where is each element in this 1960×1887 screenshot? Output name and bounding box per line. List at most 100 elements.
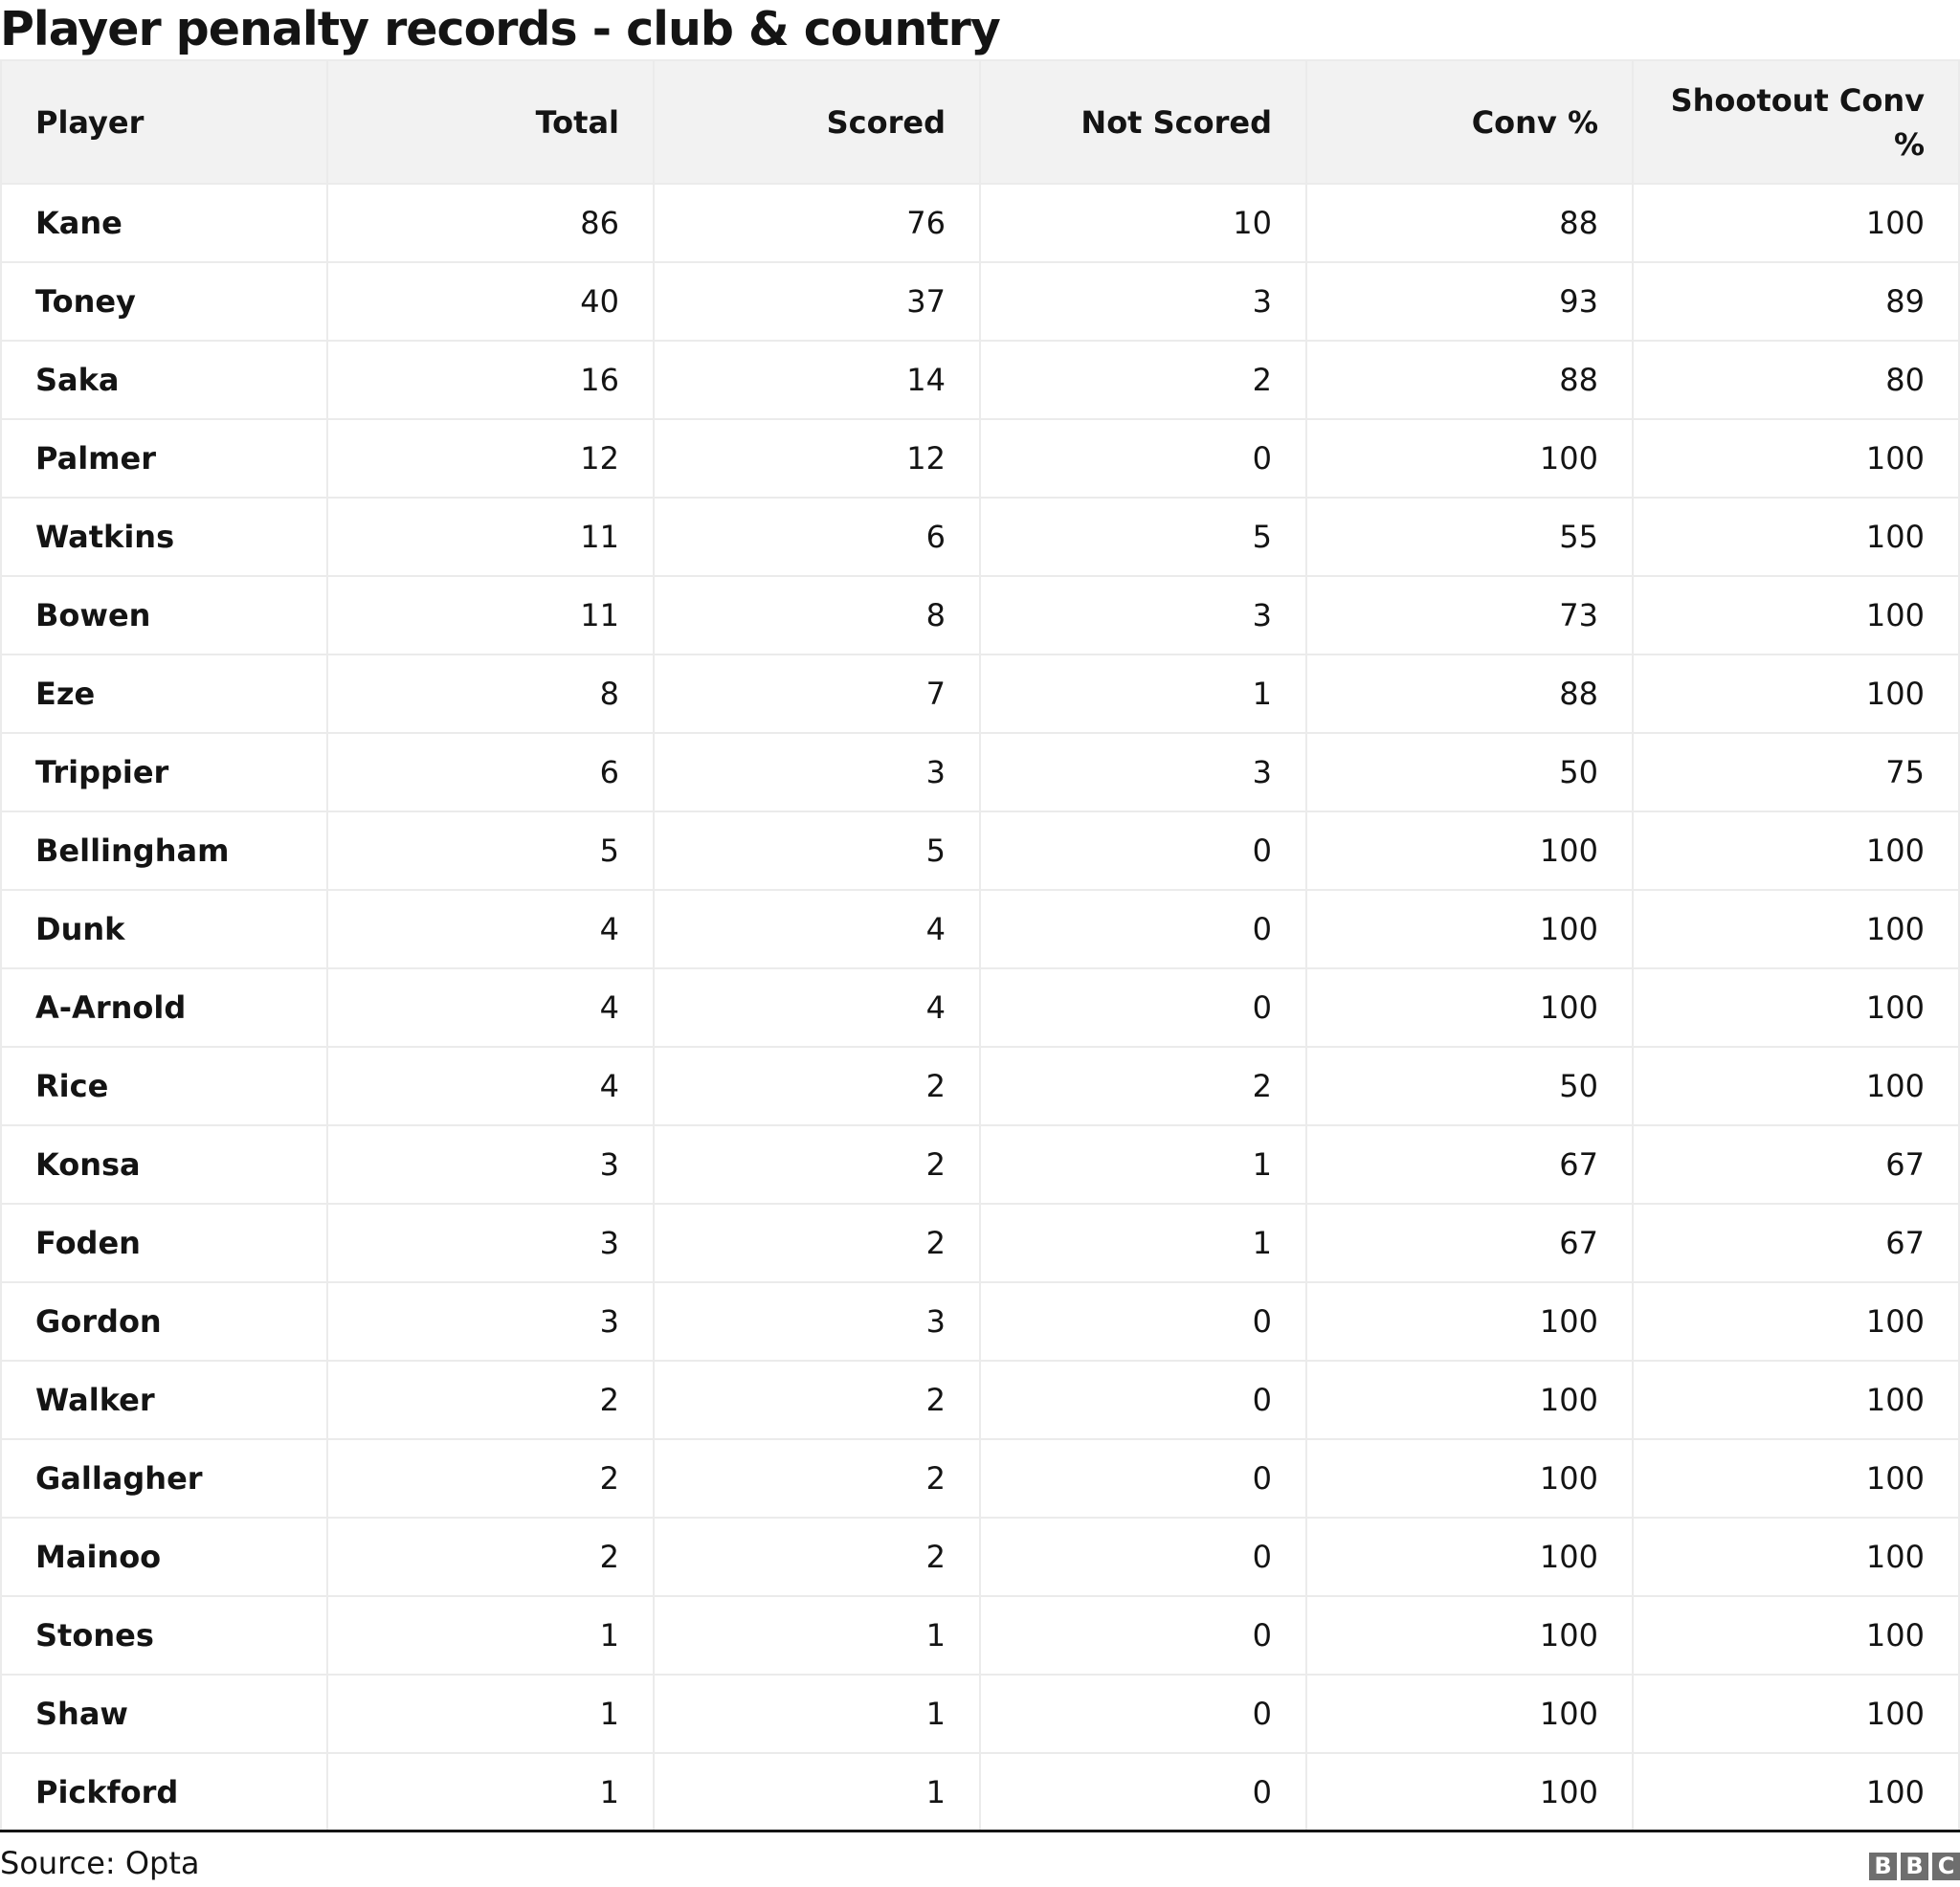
value-cell: 2 [979,340,1307,420]
divider [0,1830,1960,1832]
value-cell: 100 [1632,810,1960,891]
player-name-cell: Foden [0,1203,328,1283]
value-cell: 2 [653,1438,981,1519]
value-cell: 11 [326,575,655,655]
value-cell: 0 [979,967,1307,1048]
value-cell: 4 [653,889,981,969]
value-cell: 1 [326,1595,655,1676]
table-row: A-Arnold 4 4 0 100 100 [0,967,1960,1048]
table-row: Bowen 11 8 3 73 100 [0,575,1960,655]
player-name-cell: Bowen [0,575,328,655]
value-cell: 3 [326,1203,655,1283]
player-name-cell: Toney [0,261,328,342]
value-cell: 0 [979,1360,1307,1440]
table-row: Walker 2 2 0 100 100 [0,1360,1960,1440]
value-cell: 2 [653,1517,981,1597]
source-note: Source: Opta [0,1845,200,1881]
player-name-cell: Eze [0,654,328,734]
player-name-cell: Bellingham [0,810,328,891]
value-cell: 12 [326,418,655,499]
value-cell: 100 [1632,1046,1960,1126]
value-cell: 0 [979,418,1307,499]
value-cell: 100 [1305,1360,1634,1440]
value-cell: 14 [653,340,981,420]
value-cell: 100 [1305,1752,1634,1832]
value-cell: 1 [653,1674,981,1754]
value-cell: 2 [326,1360,655,1440]
player-name-cell: Saka [0,340,328,420]
value-cell: 0 [979,1674,1307,1754]
value-cell: 5 [979,497,1307,577]
table-row: Gordon 3 3 0 100 100 [0,1281,1960,1362]
value-cell: 67 [1632,1124,1960,1205]
column-header: Scored [653,59,981,185]
table-row: Rice 4 2 2 50 100 [0,1046,1960,1126]
player-name-cell: Konsa [0,1124,328,1205]
value-cell: 1 [326,1752,655,1832]
player-name-cell: Mainoo [0,1517,328,1597]
table-body: Kane 86 76 10 88 100 Toney 40 37 3 93 89 Saka 16 14 2 88… [0,183,1960,1832]
value-cell: 50 [1305,1046,1634,1126]
value-cell: 5 [326,810,655,891]
table-row: Bellingham 5 5 0 100 100 [0,810,1960,891]
value-cell: 100 [1305,418,1634,499]
value-cell: 100 [1632,1281,1960,1362]
value-cell: 0 [979,1281,1307,1362]
value-cell: 0 [979,1438,1307,1519]
table-row: Watkins 11 6 5 55 100 [0,497,1960,577]
value-cell: 100 [1305,810,1634,891]
value-cell: 3 [653,1281,981,1362]
bbc-logo-letter: B [1901,1853,1928,1880]
value-cell: 3 [326,1124,655,1205]
value-cell: 2 [326,1438,655,1519]
value-cell: 1 [653,1595,981,1676]
bbc-logo-letter: B [1869,1853,1897,1880]
value-cell: 100 [1305,1595,1634,1676]
value-cell: 6 [653,497,981,577]
value-cell: 11 [326,497,655,577]
table-row: Eze 8 7 1 88 100 [0,654,1960,734]
value-cell: 80 [1632,340,1960,420]
value-cell: 8 [653,575,981,655]
column-header: Conv % [1305,59,1634,185]
value-cell: 2 [653,1046,981,1126]
value-cell: 3 [979,575,1307,655]
value-cell: 12 [653,418,981,499]
bbc-logo: B B C [1869,1853,1960,1880]
value-cell: 1 [979,654,1307,734]
value-cell: 3 [653,732,981,812]
table-row: Saka 16 14 2 88 80 [0,340,1960,420]
player-name-cell: Gordon [0,1281,328,1362]
value-cell: 16 [326,340,655,420]
player-name-cell: Gallagher [0,1438,328,1519]
value-cell: 100 [1632,497,1960,577]
value-cell: 2 [326,1517,655,1597]
value-cell: 0 [979,1517,1307,1597]
value-cell: 4 [326,889,655,969]
player-name-cell: Rice [0,1046,328,1126]
value-cell: 1 [979,1124,1307,1205]
value-cell: 100 [1632,418,1960,499]
value-cell: 100 [1632,1674,1960,1754]
value-cell: 0 [979,889,1307,969]
value-cell: 100 [1305,1517,1634,1597]
value-cell: 73 [1305,575,1634,655]
bbc-logo-letter: C [1932,1853,1960,1880]
value-cell: 100 [1305,967,1634,1048]
value-cell: 40 [326,261,655,342]
value-cell: 3 [979,261,1307,342]
value-cell: 7 [653,654,981,734]
value-cell: 100 [1632,1517,1960,1597]
value-cell: 67 [1632,1203,1960,1283]
column-header: Total [326,59,655,185]
value-cell: 89 [1632,261,1960,342]
player-name-cell: A-Arnold [0,967,328,1048]
value-cell: 100 [1632,967,1960,1048]
player-name-cell: Walker [0,1360,328,1440]
value-cell: 3 [979,732,1307,812]
value-cell: 8 [326,654,655,734]
value-cell: 4 [326,1046,655,1126]
value-cell: 67 [1305,1124,1634,1205]
player-name-cell: Stones [0,1595,328,1676]
value-cell: 3 [326,1281,655,1362]
